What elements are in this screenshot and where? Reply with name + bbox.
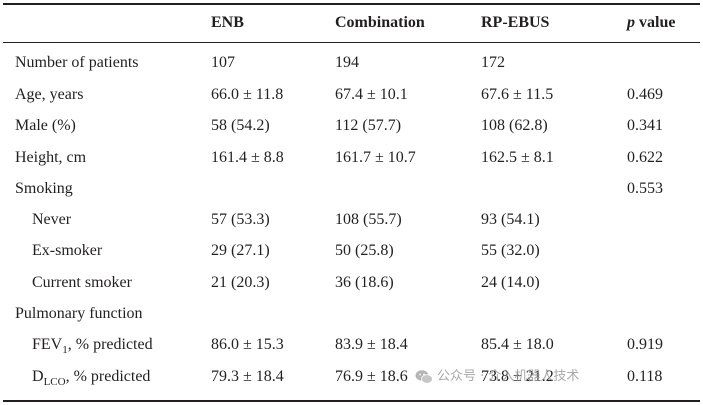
table-cell: 73.8 ± 21.2 — [481, 368, 554, 385]
table-cell: 66.0 ± 11.8 — [211, 86, 284, 103]
label-subscript: LCO — [43, 376, 66, 389]
table-cell: 172 — [481, 54, 505, 71]
table-cell: 50 (25.8) — [335, 242, 394, 259]
table-cell: 79.3 ± 18.4 — [211, 368, 284, 385]
table-top-rule — [3, 3, 700, 5]
table-cell: 29 (27.1) — [211, 242, 270, 259]
table-cell: 24 (14.0) — [481, 274, 540, 291]
label-main: FEV — [32, 336, 63, 353]
label-subscript: 1 — [62, 344, 68, 357]
wechat-icon — [415, 369, 433, 385]
table-cell: 161.4 ± 8.8 — [211, 149, 284, 166]
table-cell: 83.9 ± 18.4 — [335, 336, 408, 353]
table-cell: 58 (54.2) — [211, 117, 270, 134]
table-cell: 0.553 — [627, 180, 663, 197]
table-cell: 85.4 ± 18.0 — [481, 336, 554, 353]
row-label-pulmonary-function: Pulmonary function — [15, 305, 143, 322]
table-cell: 0.919 — [627, 336, 663, 353]
row-label-never: Never — [32, 211, 72, 228]
row-label-smoking: Smoking — [15, 180, 73, 197]
row-label-current-smoker: Current smoker — [32, 274, 132, 291]
table-cell: 112 (57.7) — [335, 117, 402, 134]
table-bottom-rule — [3, 400, 700, 402]
table-cell: 0.469 — [627, 86, 663, 103]
row-label-age: Age, years — [15, 86, 84, 103]
table-cell: 161.7 ± 10.7 — [335, 149, 416, 166]
table-cell: 76.9 ± 18.6 — [335, 368, 408, 385]
row-label-height: Height, cm — [15, 149, 87, 166]
table-cell: 194 — [335, 54, 359, 71]
table-cell: 162.5 ± 8.1 — [481, 149, 554, 166]
row-label-patients: Number of patients — [15, 54, 139, 71]
label-rest: , % predicted — [65, 368, 151, 385]
row-label-male: Male (%) — [15, 117, 76, 134]
header-rp-ebus: RP-EBUS — [481, 14, 550, 31]
header-combination: Combination — [335, 14, 425, 31]
row-label-ex-smoker: Ex-smoker — [32, 242, 103, 259]
table-cell: 108 (55.7) — [335, 211, 402, 228]
row-label-dlco: DLCO, % predicted — [32, 367, 151, 389]
header-p-rest: value — [635, 14, 676, 31]
watermark: 公众号 · 介入机器人技术 — [415, 366, 685, 388]
label-main: D — [32, 368, 44, 385]
table-cell: 0.118 — [627, 368, 663, 385]
table-cell: 0.341 — [627, 117, 663, 134]
table-cell: 67.4 ± 10.1 — [335, 86, 408, 103]
table-cell: 57 (53.3) — [211, 211, 270, 228]
header-p-italic: p — [627, 14, 635, 31]
header-p-value: p value — [627, 13, 675, 33]
table-cell: 55 (32.0) — [481, 242, 540, 259]
table-cell: 0.622 — [627, 149, 663, 166]
watermark-text: 公众号 · 介入机器人技术 — [437, 369, 580, 384]
table-header-rule — [3, 42, 700, 43]
table-cell: 86.0 ± 15.3 — [211, 336, 284, 353]
table-cell: 93 (54.1) — [481, 211, 540, 228]
table-cell: 107 — [211, 54, 235, 71]
label-rest: , % predicted — [67, 336, 153, 353]
table-cell: 67.6 ± 11.5 — [481, 86, 554, 103]
header-enb: ENB — [211, 14, 244, 31]
row-label-fev1: FEV1, % predicted — [32, 335, 153, 357]
table-cell: 36 (18.6) — [335, 274, 394, 291]
table-cell: 21 (20.3) — [211, 274, 270, 291]
table-cell: 108 (62.8) — [481, 117, 548, 134]
